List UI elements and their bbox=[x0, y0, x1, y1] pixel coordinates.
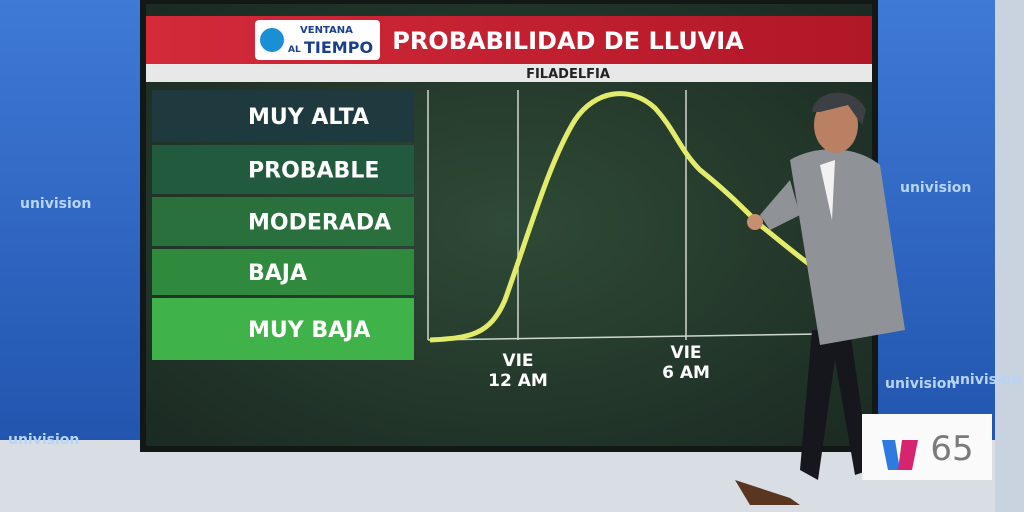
wall-text: univision bbox=[20, 196, 91, 212]
x-label: VIE bbox=[670, 343, 701, 363]
logo-text: TIEMPO bbox=[304, 38, 373, 57]
wall-text: univision bbox=[8, 432, 79, 448]
wall-text: univision bbox=[885, 376, 956, 392]
presenter bbox=[735, 92, 905, 505]
logo-text: VENTANA bbox=[300, 25, 353, 36]
channel-number: 65 bbox=[930, 429, 973, 469]
levels: MUY ALTA PROBABLE MODERADA BAJA MUY BAJA bbox=[152, 90, 414, 360]
level-band bbox=[152, 197, 414, 246]
level-band bbox=[152, 145, 414, 194]
subtitle-bar bbox=[146, 64, 872, 82]
level-label: MODERADA bbox=[248, 211, 391, 236]
level-label: MUY ALTA bbox=[248, 105, 369, 130]
pillar bbox=[995, 0, 1024, 512]
level-band bbox=[152, 90, 414, 142]
logo-text: AL bbox=[288, 45, 301, 55]
channel-logo bbox=[898, 440, 918, 470]
x-label: 12 AM bbox=[488, 371, 548, 391]
wall-text: univision bbox=[950, 372, 1021, 388]
level-label: MUY BAJA bbox=[248, 318, 370, 343]
level-band bbox=[152, 249, 414, 295]
logo-box bbox=[255, 20, 380, 60]
title: PROBABILIDAD DE LLUVIA bbox=[392, 27, 744, 55]
subtitle: FILADELFIA bbox=[526, 67, 610, 82]
divider bbox=[427, 333, 821, 341]
level-band bbox=[152, 298, 414, 360]
channel-logo bbox=[882, 440, 900, 470]
x-label: VIE bbox=[502, 351, 533, 371]
logo-icon bbox=[260, 28, 284, 52]
level-label: PROBABLE bbox=[248, 159, 379, 184]
wall-text: univision bbox=[900, 180, 971, 196]
x-label: 6 AM bbox=[662, 363, 710, 383]
level-label: BAJA bbox=[248, 261, 307, 286]
